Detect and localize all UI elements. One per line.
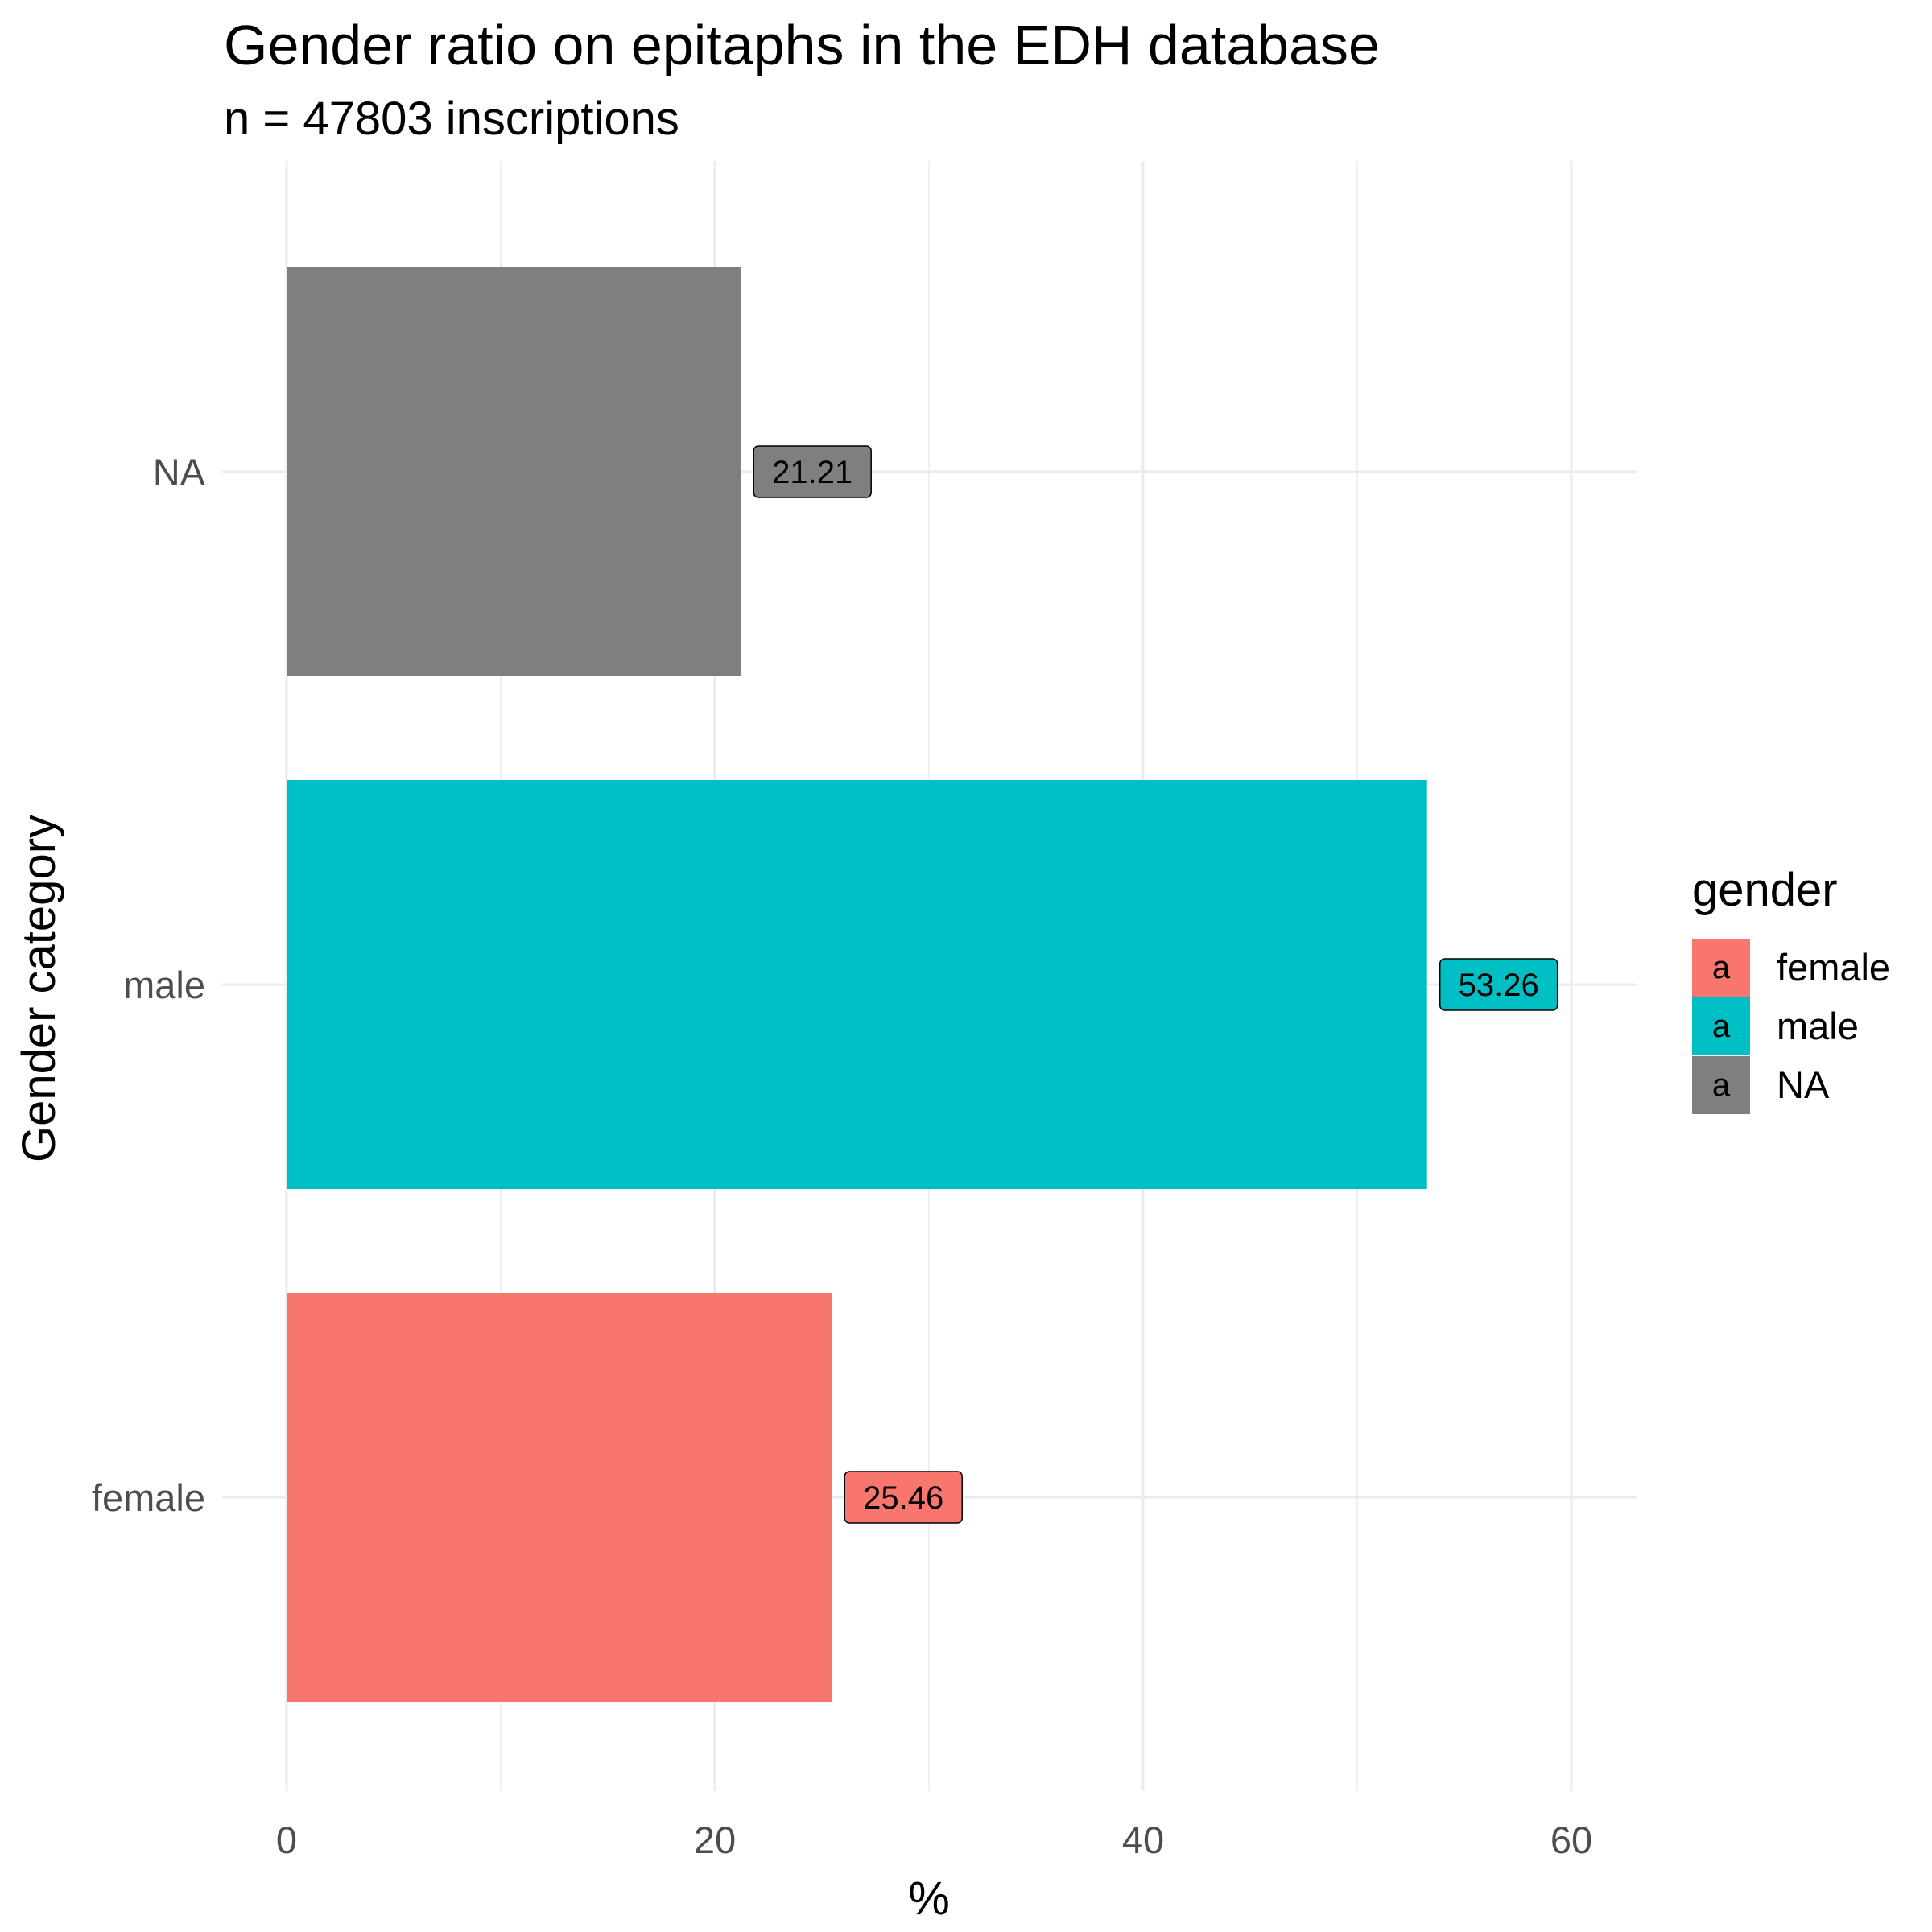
data-label-box bbox=[1439, 958, 1558, 1011]
x-tick-label: 20 bbox=[694, 1818, 736, 1861]
data-label-box bbox=[753, 445, 872, 498]
x-axis-title: % bbox=[908, 1872, 950, 1925]
legend-key bbox=[1692, 939, 1750, 997]
y-tick-label: male bbox=[123, 964, 205, 1006]
bar-female bbox=[287, 1293, 832, 1702]
legend-item-female: a female bbox=[1692, 939, 1890, 997]
legend-item-NA: a NA bbox=[1692, 1056, 1830, 1114]
legend-label: male bbox=[1777, 1005, 1859, 1047]
legend: gender a female a male a NA bbox=[1692, 864, 1890, 1114]
y-axis-ticks: female male NA bbox=[92, 451, 206, 1519]
x-tick-label: 40 bbox=[1122, 1818, 1164, 1861]
y-tick-label: NA bbox=[153, 451, 206, 493]
legend-key bbox=[1692, 1056, 1750, 1114]
chart-subtitle: n = 47803 inscriptions bbox=[224, 93, 679, 145]
legend-item-male: a male bbox=[1692, 997, 1859, 1055]
bar-male bbox=[287, 780, 1427, 1189]
legend-title: gender bbox=[1692, 864, 1838, 916]
plot-panel: 25.46 53.26 21.21 bbox=[222, 161, 1637, 1791]
data-label-female: 25.46 bbox=[844, 1471, 963, 1524]
legend-key bbox=[1692, 997, 1750, 1055]
data-label-box bbox=[844, 1471, 963, 1524]
chart-title: Gender ratio on epitaphs in the EDH data… bbox=[224, 14, 1380, 76]
x-tick-label: 0 bbox=[276, 1818, 297, 1861]
legend-key-glyph: a bbox=[1712, 1009, 1731, 1044]
y-tick-label: female bbox=[92, 1476, 205, 1519]
x-axis-ticks: 0 20 40 60 bbox=[276, 1818, 1592, 1861]
data-label-NA: 21.21 bbox=[753, 445, 872, 498]
data-label-text: 21.21 bbox=[772, 455, 852, 490]
legend-label: NA bbox=[1777, 1063, 1830, 1106]
data-label-male: 53.26 bbox=[1439, 958, 1558, 1011]
legend-label: female bbox=[1777, 946, 1890, 989]
data-labels: 25.46 53.26 21.21 bbox=[753, 445, 1558, 1524]
data-label-text: 53.26 bbox=[1459, 968, 1539, 1003]
legend-key-glyph: a bbox=[1712, 1067, 1731, 1103]
legend-key-glyph: a bbox=[1712, 950, 1731, 985]
bar-NA bbox=[287, 267, 741, 676]
data-label-text: 25.46 bbox=[863, 1480, 943, 1516]
y-axis-title: Gender category bbox=[13, 815, 65, 1162]
x-tick-label: 60 bbox=[1550, 1818, 1592, 1861]
bars bbox=[287, 267, 1427, 1702]
legend-items: a female a male a NA bbox=[1692, 939, 1890, 1114]
